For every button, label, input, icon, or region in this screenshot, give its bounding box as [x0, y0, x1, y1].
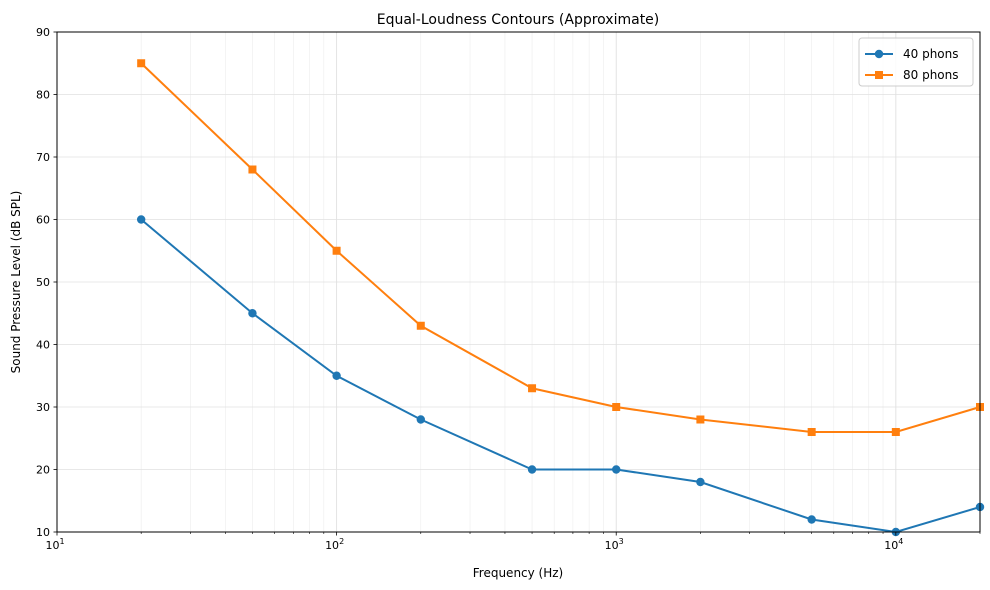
data-point — [248, 309, 257, 318]
data-point — [612, 403, 621, 411]
y-tick-label: 40 — [36, 339, 50, 352]
data-point — [891, 428, 900, 436]
x-tick-label: 104 — [884, 537, 903, 552]
y-tick-label: 90 — [36, 26, 50, 39]
series-line — [140, 218, 981, 534]
series-line — [140, 62, 981, 433]
y-axis-label: Sound Pressure Level (dB SPL) — [9, 191, 23, 374]
data-point — [332, 246, 341, 255]
y-tick-label: 80 — [36, 89, 50, 102]
y-tick-label: 60 — [36, 214, 50, 227]
x-tick-label: 102 — [325, 537, 344, 552]
series-0 — [136, 215, 985, 537]
data-point — [416, 415, 425, 424]
data-point — [527, 465, 537, 474]
data-point — [248, 165, 257, 174]
data-point — [807, 428, 816, 436]
ticks: 101 102 103 104 10 20 30 40 50 60 70 80 90 — [36, 26, 981, 552]
legend-label: 80 phons — [903, 68, 959, 82]
x-tick-label: 103 — [605, 537, 624, 552]
y-tick-label: 10 — [36, 526, 50, 539]
data-point — [696, 415, 705, 424]
x-axis-label: Frequency (Hz) — [473, 566, 564, 580]
data-point — [807, 515, 816, 524]
data-point — [528, 384, 537, 393]
series-1 — [137, 59, 984, 436]
data-point — [137, 59, 146, 68]
y-tick-label: 30 — [36, 401, 50, 414]
y-tick-label: 70 — [36, 151, 50, 164]
x-tick-label: 101 — [45, 537, 64, 552]
data-point — [612, 465, 621, 474]
series-layer — [136, 59, 985, 537]
grid — [56, 31, 981, 533]
chart-title: Equal-Loudness Contours (Approximate) — [377, 12, 660, 28]
legend-label: 40 phons — [903, 47, 959, 61]
data-point — [416, 321, 425, 330]
data-point — [332, 371, 341, 380]
legend: 40 phons 80 phons — [858, 37, 974, 87]
y-tick-label: 50 — [36, 276, 50, 289]
legend-marker — [875, 71, 883, 79]
data-point — [136, 215, 146, 224]
y-tick-label: 20 — [36, 464, 50, 477]
legend-marker — [874, 49, 884, 59]
data-point — [696, 477, 705, 487]
